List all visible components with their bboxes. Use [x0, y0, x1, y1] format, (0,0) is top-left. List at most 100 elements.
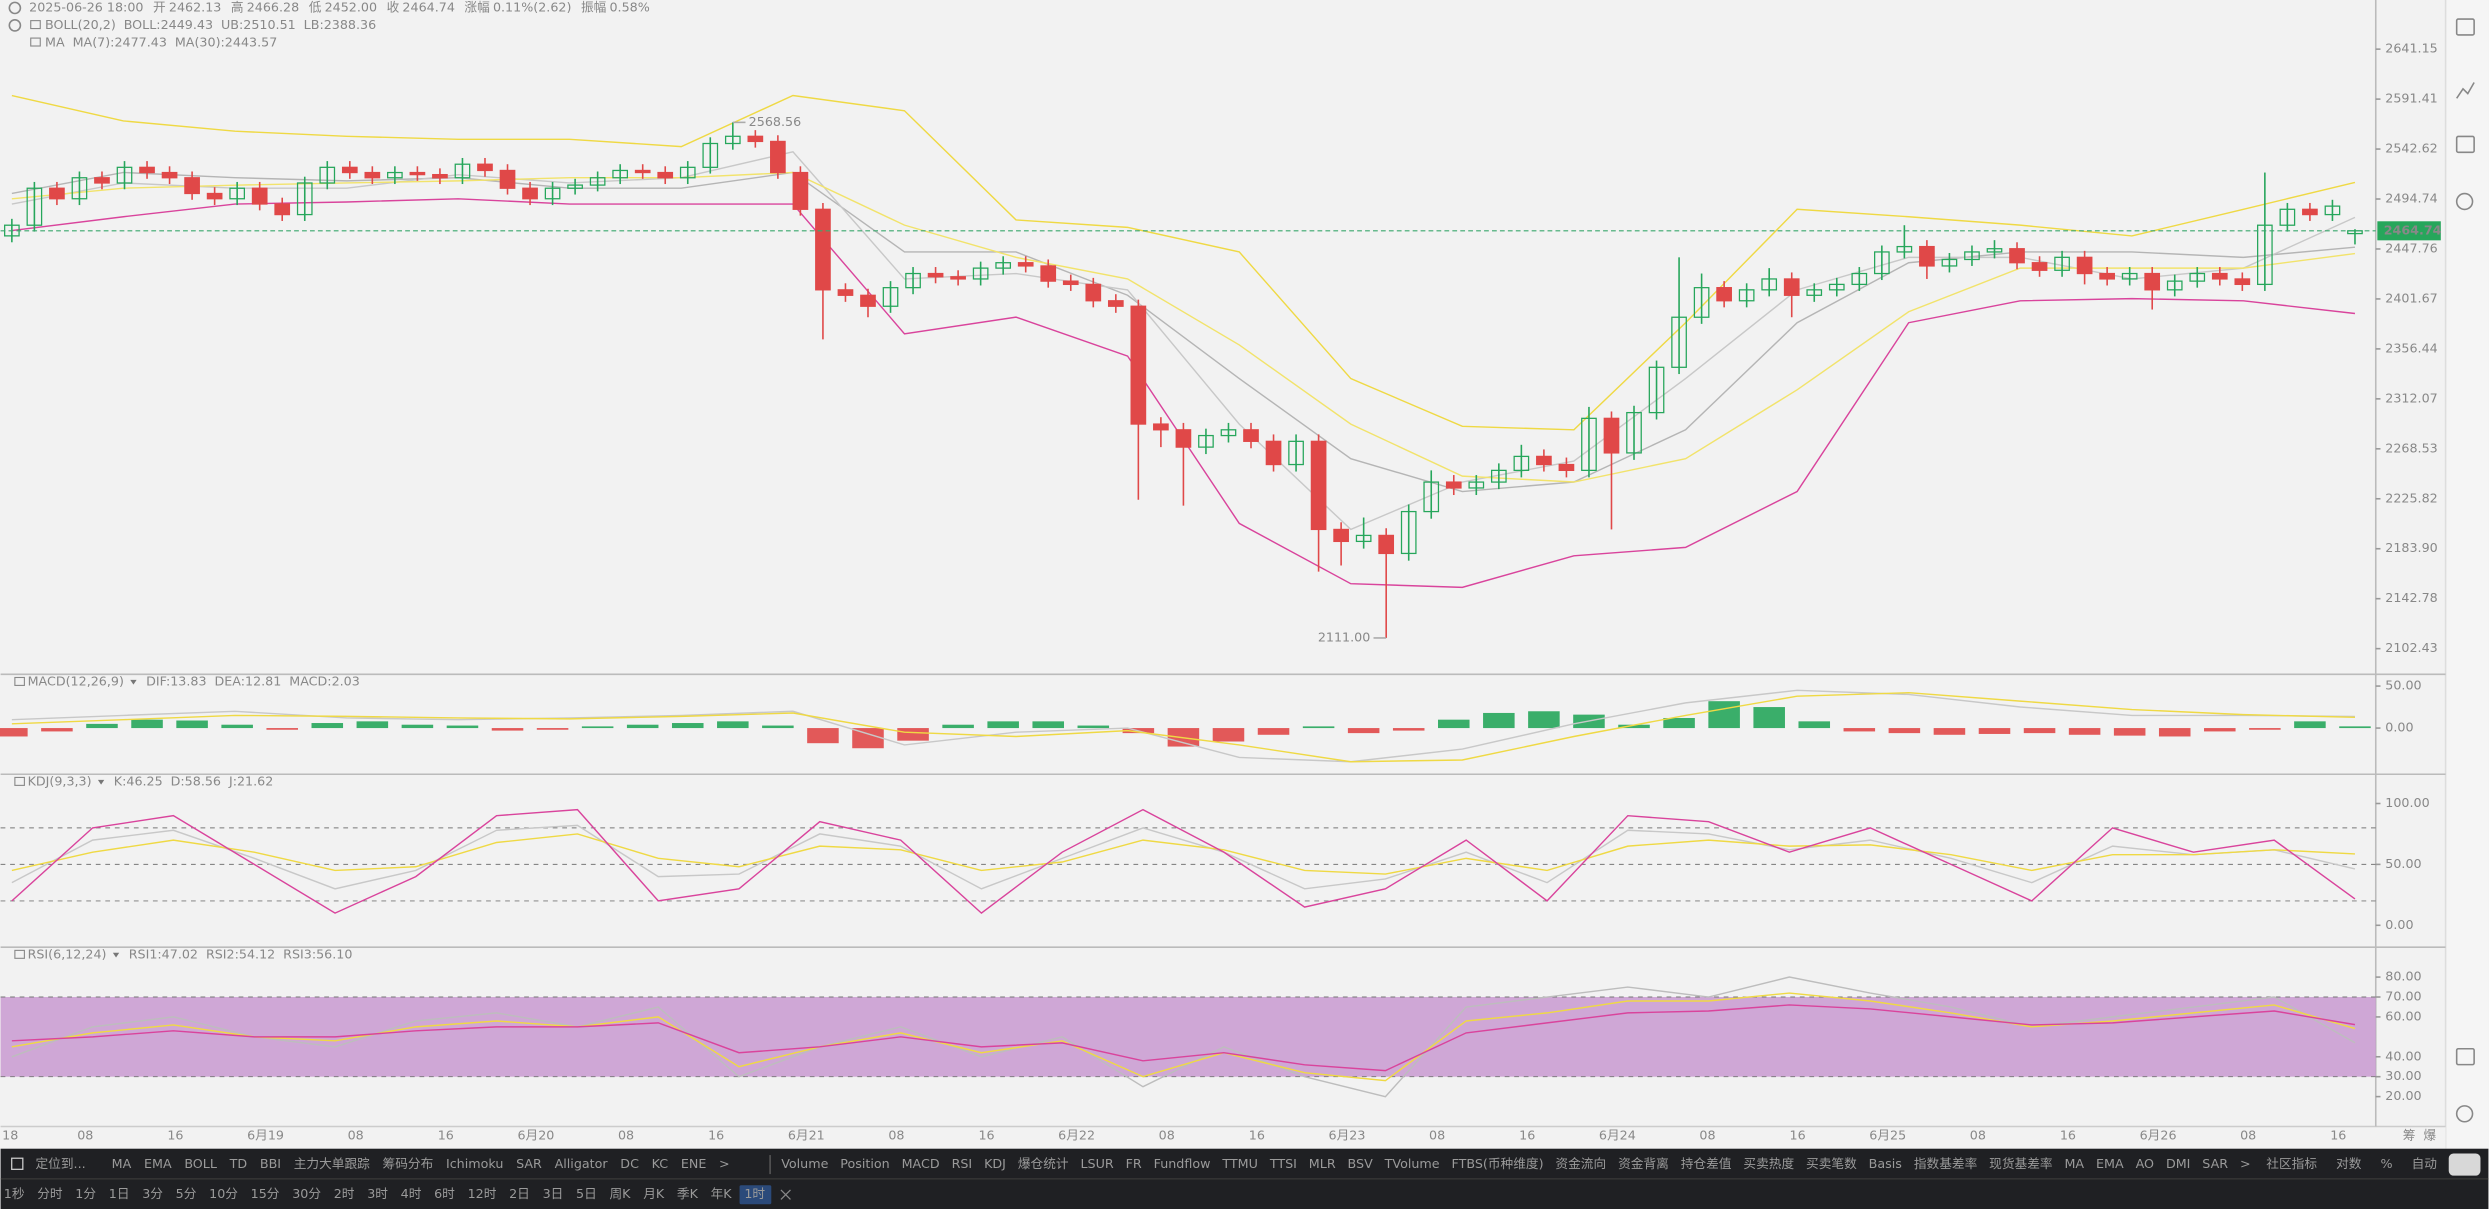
icon-settings[interactable]: [2455, 192, 2474, 211]
toolbar-button[interactable]: Ichimoku: [446, 1156, 503, 1171]
toolbar-button[interactable]: TTSI: [1269, 1156, 1297, 1171]
toolbar-button[interactable]: 10分: [209, 1186, 238, 1201]
toolbar-button[interactable]: ENE: [681, 1156, 707, 1171]
icon-help[interactable]: [2455, 1105, 2474, 1123]
toolbar-button[interactable]: FR: [1126, 1156, 1142, 1171]
toolbar-button[interactable]: 1分: [75, 1186, 96, 1201]
toolbar-button[interactable]: TVolume: [1384, 1156, 1440, 1171]
y-tick-label: 30.00: [2385, 1068, 2421, 1083]
toolbar-button[interactable]: Fundflow: [1154, 1156, 1211, 1171]
locate-button[interactable]: 定位到...: [36, 1156, 86, 1171]
toolbar-button[interactable]: 2时: [334, 1186, 355, 1201]
toolbar-button[interactable]: 5分: [176, 1186, 197, 1201]
icon-trend[interactable]: [2456, 82, 2475, 99]
toolbar-button[interactable]: 持仓差值: [1681, 1156, 1732, 1171]
toolbar-button[interactable]: DMI: [2166, 1156, 2190, 1171]
toolbar-button[interactable]: >: [2240, 1156, 2251, 1171]
candle-body: [2324, 205, 2341, 216]
toolbar-button[interactable]: MLR: [1309, 1156, 1336, 1171]
toolbar-button[interactable]: 4时: [401, 1186, 422, 1201]
toolbar-button[interactable]: EMA: [144, 1156, 172, 1171]
collapse-icon[interactable]: [8, 19, 22, 32]
icon-window[interactable]: [2455, 18, 2475, 36]
toolbar-button[interactable]: 15分: [251, 1186, 280, 1201]
assistant-icon[interactable]: [2448, 1153, 2481, 1176]
toolbar-button[interactable]: 2日: [509, 1186, 530, 1201]
toolbar-button[interactable]: 对数: [2336, 1156, 2362, 1171]
y-tick-label: 2447.76: [2385, 240, 2437, 255]
toolbar-button[interactable]: Alligator: [555, 1156, 609, 1171]
time-label: 6月19: [247, 1128, 284, 1143]
toolbar-button[interactable]: MA: [112, 1156, 132, 1171]
toolbar-button[interactable]: 季K: [677, 1186, 699, 1201]
toolbar-button[interactable]: SAR: [516, 1156, 542, 1171]
toolbar-button[interactable]: 12时: [468, 1186, 497, 1201]
toolbar-button[interactable]: KC: [652, 1156, 669, 1171]
toolbar-button[interactable]: 6时: [434, 1186, 455, 1201]
toolbar-button[interactable]: LSUR: [1080, 1156, 1113, 1171]
toolbar-button[interactable]: MA: [2064, 1156, 2084, 1171]
toolbar-button[interactable]: 1日: [109, 1186, 130, 1201]
toolbar-button[interactable]: KDJ: [984, 1156, 1006, 1171]
toolbar-button[interactable]: 指数基差率: [1914, 1156, 1978, 1171]
toolbar-button[interactable]: 分时: [37, 1186, 63, 1201]
toolbar-button[interactable]: TD: [229, 1156, 248, 1171]
indicator-line: [11, 992, 2356, 1082]
toolbar-button[interactable]: 资金流向: [1555, 1156, 1606, 1171]
y-tick-label: 2641.15: [2385, 41, 2437, 56]
toolbar-button[interactable]: Volume: [781, 1156, 828, 1171]
toolbar-button[interactable]: 资金背离: [1618, 1156, 1669, 1171]
toolbar-button[interactable]: 年K: [711, 1186, 733, 1201]
toolbar-button[interactable]: 社区指标: [2266, 1156, 2317, 1171]
toolbar-button[interactable]: BBI: [260, 1156, 281, 1171]
toolbar-button[interactable]: 周K: [609, 1186, 631, 1201]
toolbar-button[interactable]: 买卖热度: [1743, 1156, 1794, 1171]
toolbar-button[interactable]: 爆仓统计: [1018, 1156, 1069, 1171]
time-label: 16: [2330, 1128, 2346, 1143]
toolbar-button[interactable]: 30分: [292, 1186, 321, 1201]
toolbar-button[interactable]: 买卖笔数: [1806, 1156, 1857, 1171]
toolbar-button[interactable]: 现货基差率: [1989, 1156, 2053, 1171]
time-label: 08: [348, 1128, 364, 1143]
toolbar-button[interactable]: 1秒: [4, 1186, 25, 1201]
toolbar-button[interactable]: %: [2380, 1156, 2392, 1171]
toolbar-button[interactable]: 1时: [744, 1186, 765, 1201]
icon-panel[interactable]: [2455, 135, 2475, 154]
indicator-line: [11, 1004, 2356, 1072]
candle-body: [1378, 534, 1395, 555]
toolbar-button[interactable]: 3日: [543, 1186, 564, 1201]
collapse-icon[interactable]: [8, 1, 22, 15]
toolbar-button[interactable]: EMA: [2096, 1156, 2124, 1171]
legend-entry: RSI2:54.12: [206, 947, 275, 962]
toolbar-button[interactable]: RSI: [952, 1156, 973, 1171]
toolbar-button[interactable]: BSV: [1348, 1156, 1374, 1171]
toolbar-button[interactable]: BOLL: [184, 1156, 217, 1171]
candle-body: [1626, 411, 1642, 454]
toolbar-button[interactable]: 主力大单跟踪: [294, 1156, 370, 1171]
candle-body: [139, 166, 155, 174]
candle-body: [1581, 417, 1597, 472]
macd-bar: [1888, 728, 1921, 734]
time-label: 08: [888, 1128, 904, 1143]
legend-entry: LB:2388.36: [304, 17, 377, 32]
icon-layout[interactable]: [2455, 1047, 2475, 1066]
toolbar-button[interactable]: >: [719, 1156, 730, 1171]
toolbar-button[interactable]: MACD: [902, 1156, 940, 1171]
toolbar-button[interactable]: Basis: [1869, 1156, 1902, 1171]
toolbar-button[interactable]: 月K: [643, 1186, 665, 1201]
toolbar-button[interactable]: FTBS(币种维度): [1452, 1156, 1544, 1171]
toolbar-button[interactable]: Position: [840, 1156, 889, 1171]
toolbar-button[interactable]: DC: [620, 1156, 639, 1171]
toolbar-button[interactable]: SAR: [2202, 1156, 2228, 1171]
macd-bar: [401, 724, 434, 729]
time-label: 08: [618, 1128, 634, 1143]
toolbar-button[interactable]: 5日: [576, 1186, 597, 1201]
toolbar-button[interactable]: TTMU: [1221, 1156, 1258, 1171]
toolbar-button[interactable]: 3时: [367, 1186, 388, 1201]
toolbar-button[interactable]: 自动: [2412, 1156, 2437, 1171]
header-label: 振幅: [581, 0, 607, 14]
toolbar-button[interactable]: AO: [2136, 1156, 2154, 1171]
toolbar-button[interactable]: 3分: [142, 1186, 163, 1201]
toolbar-button[interactable]: 筹码分布: [383, 1156, 434, 1171]
candle-body: [1355, 534, 1372, 543]
